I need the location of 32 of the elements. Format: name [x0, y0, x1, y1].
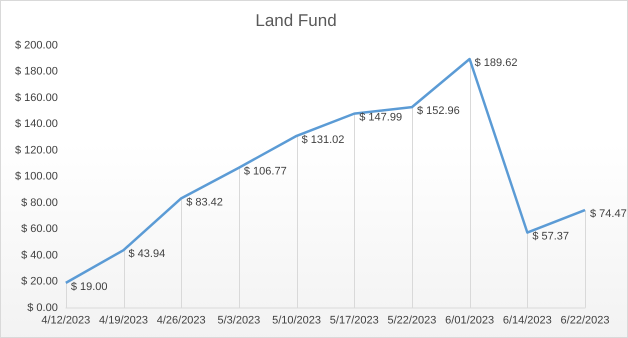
y-tick-label: $ 200.00 [14, 39, 58, 52]
y-tick-label: $ 40.00 [21, 249, 58, 262]
y-tick-label: $ 20.00 [21, 276, 58, 288]
y-tick-label: $ 140.00 [14, 118, 58, 130]
data-label: $ 131.02 [302, 134, 344, 146]
y-tick-label: $ 160.00 [14, 92, 58, 104]
x-tick-label: 6/01/2023 [445, 314, 494, 326]
data-label: $ 74.47 [590, 208, 627, 220]
data-label: $ 83.42 [186, 196, 223, 208]
y-tick-label: $ 60.00 [21, 223, 58, 236]
y-tick-label: $ 180.00 [14, 66, 58, 78]
x-tick-label: 5/3/2023 [217, 314, 260, 326]
data-label: $ 43.94 [128, 248, 166, 260]
y-tick-label: $ 100.00 [14, 170, 58, 183]
chart-title: Land Fund [255, 10, 337, 30]
y-tick-label: $ 80.00 [21, 196, 58, 209]
y-tick-label: $ 120.00 [14, 144, 58, 156]
data-label: $ 189.62 [474, 57, 518, 70]
data-label: $ 147.99 [359, 112, 402, 124]
data-label: $ 19.00 [70, 280, 108, 293]
x-tick-label: 5/10/2023 [272, 314, 322, 326]
y-tick-label: $ 0.00 [27, 302, 58, 314]
x-tick-label: 4/12/2023 [41, 314, 90, 326]
x-tick-label: 6/14/2023 [502, 314, 552, 326]
x-tick-label: 4/26/2023 [156, 314, 206, 326]
data-label: $ 106.77 [244, 166, 287, 178]
x-tick-label: 5/17/2023 [330, 314, 379, 326]
data-label: $ 152.96 [416, 105, 460, 118]
x-tick-label: 5/22/2023 [387, 314, 436, 326]
x-tick-label: 6/22/2023 [560, 314, 610, 326]
data-label: $ 57.37 [532, 230, 570, 243]
x-tick-label: 4/19/2023 [99, 314, 148, 326]
